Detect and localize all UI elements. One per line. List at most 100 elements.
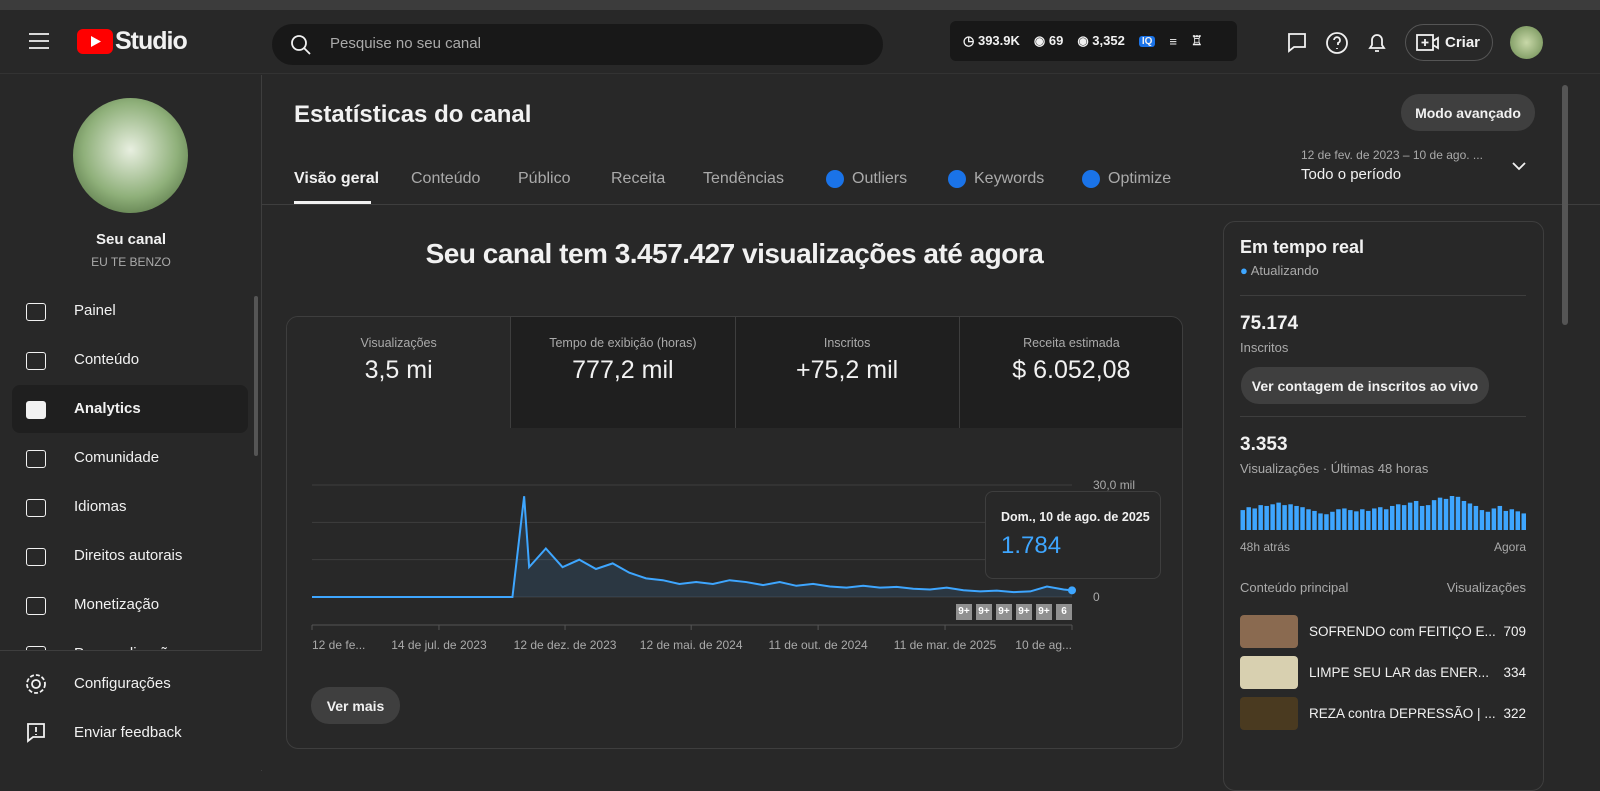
nav-item[interactable]: Monetização	[74, 596, 160, 613]
x-tick-label: 10 de ag...	[1015, 638, 1072, 652]
thumbnail[interactable]	[1240, 656, 1298, 689]
stat-views48: ◉ 3,352	[1077, 33, 1125, 48]
row-title[interactable]: LIMPE SEU LAR das ENER...	[1309, 665, 1490, 680]
nav-item[interactable]: Direitos autorais	[74, 547, 183, 564]
subs-button[interactable]: Ver contagem de inscritos ao vivo	[1241, 367, 1489, 404]
x-tick-label: 11 de mar. de 2025	[894, 638, 997, 652]
metric-label: Inscritos	[823, 336, 871, 350]
tab[interactable]: Keywords	[974, 170, 1045, 187]
nav-item[interactable]: Analytics	[74, 400, 141, 417]
row-title[interactable]: REZA contra DEPRESSÃO | ...	[1309, 706, 1496, 721]
metric-card[interactable]: Visualizações 3,5 mi	[287, 317, 512, 428]
nav-item[interactable]: Configurações	[74, 675, 171, 692]
bar	[1246, 507, 1251, 530]
advanced-button[interactable]: Modo avançado	[1401, 94, 1535, 131]
nav-item[interactable]: Conteúdo	[74, 351, 140, 368]
nav-icon	[26, 450, 46, 468]
bar	[1497, 505, 1503, 530]
create-button[interactable]	[1405, 24, 1493, 61]
metric-value: $ 6.052,08	[1012, 356, 1131, 384]
badge[interactable]: 9+	[1016, 604, 1032, 620]
channel-handle: EU TE BENZO	[91, 255, 171, 269]
list-icon[interactable]: ≡	[1169, 33, 1177, 49]
bar	[1449, 496, 1455, 530]
bar	[1366, 510, 1371, 530]
stat: 393.9K	[977, 33, 1020, 48]
tab[interactable]: Tendências	[703, 170, 784, 187]
metric-card[interactable]: Tempo de exibição (horas) 777,2 mil	[511, 317, 736, 428]
dropdown-icon[interactable]	[1511, 160, 1527, 172]
comments-icon[interactable]	[1286, 31, 1308, 53]
channel-avatar[interactable]	[73, 98, 188, 213]
bar	[1389, 505, 1395, 530]
realtime-title: Em tempo real	[1240, 237, 1365, 257]
bar	[1521, 513, 1526, 530]
bar	[1330, 511, 1335, 530]
metric-value: +75,2 mil	[796, 356, 899, 384]
tab[interactable]: Receita	[611, 170, 666, 187]
badge[interactable]: 9+	[956, 604, 972, 620]
page-title: Estatísticas do canal	[294, 101, 532, 128]
bar	[1378, 507, 1383, 530]
tab[interactable]: Optimize	[1108, 170, 1172, 187]
logo-text[interactable]: Studio	[115, 27, 188, 55]
line	[312, 496, 1073, 598]
x-tick-label: 11 de out. de 2024	[769, 638, 869, 652]
bar	[1491, 508, 1497, 530]
more-button[interactable]: Ver mais	[311, 687, 400, 724]
bar	[1252, 508, 1257, 530]
bar	[1372, 508, 1377, 530]
period[interactable]: Todo o período	[1301, 166, 1402, 183]
row-views: 334	[1503, 665, 1526, 680]
trophy-icon[interactable]: ♖	[1191, 33, 1203, 48]
views-label: Visualizações · Últimas 48 horas	[1240, 461, 1429, 476]
metric-card[interactable]: Inscritos +75,2 mil	[735, 317, 960, 428]
tab[interactable]: Visão geral	[294, 170, 380, 187]
badge[interactable]: 9+	[996, 604, 1012, 620]
nav-item[interactable]: Idiomas	[74, 498, 127, 515]
bar	[1264, 505, 1269, 530]
tab[interactable]: Outliers	[852, 170, 908, 187]
row-title[interactable]: SOFRENDO com FEITIÇO E...	[1309, 624, 1496, 639]
logo-icon	[77, 29, 113, 54]
tooltip	[985, 491, 1161, 579]
search-placeholder: Pesquise no seu canal	[330, 35, 481, 52]
metric-card[interactable]: Receita estimada $ 6.052,08	[959, 317, 1182, 428]
badge[interactable]: 6	[1056, 604, 1072, 620]
nav-item[interactable]: Enviar feedback	[74, 724, 182, 741]
bar	[1354, 511, 1359, 530]
nav-item[interactable]: Painel	[74, 302, 116, 319]
x-tick-label: 12 de fe...	[312, 638, 365, 652]
iq-icon[interactable]: IQ	[1138, 35, 1156, 47]
bar	[1318, 513, 1323, 530]
tab-indicator	[294, 201, 371, 204]
create-label[interactable]: Criar	[1445, 34, 1481, 51]
bar	[1413, 500, 1419, 530]
bar	[1240, 510, 1245, 530]
menu-icon[interactable]	[28, 32, 50, 50]
y-tick-label: 30,0 mil	[1093, 478, 1135, 492]
thumbnail[interactable]	[1240, 615, 1298, 648]
headline: Seu canal tem 3.457.427 visualizações at…	[425, 238, 1044, 269]
metric-label: Receita estimada	[1023, 336, 1120, 350]
bar	[1384, 509, 1389, 530]
create-icon	[1416, 34, 1439, 51]
search-box[interactable]	[272, 24, 883, 65]
metric-value: 3,5 mi	[364, 356, 433, 384]
bell-icon[interactable]	[1366, 31, 1388, 55]
help-icon[interactable]	[1325, 31, 1349, 55]
nav-item[interactable]: Comunidade	[74, 449, 160, 466]
account-avatar[interactable]	[1510, 26, 1543, 59]
row-views: 709	[1503, 624, 1526, 639]
badge[interactable]: 9+	[1036, 604, 1052, 620]
tab[interactable]: Conteúdo	[411, 170, 481, 187]
metric-cards: Visualizações 3,5 mi Tempo de exibição (ho…	[287, 317, 1182, 428]
thumbnail[interactable]	[1240, 697, 1298, 730]
bar	[1324, 514, 1329, 530]
tab[interactable]: Público	[518, 170, 571, 187]
date-range[interactable]: 12 de fev. de 2023 – 10 de ago. ...	[1301, 148, 1483, 162]
bar	[1348, 510, 1353, 530]
feedback-icon	[27, 723, 45, 743]
badge[interactable]: 9+	[976, 604, 992, 620]
